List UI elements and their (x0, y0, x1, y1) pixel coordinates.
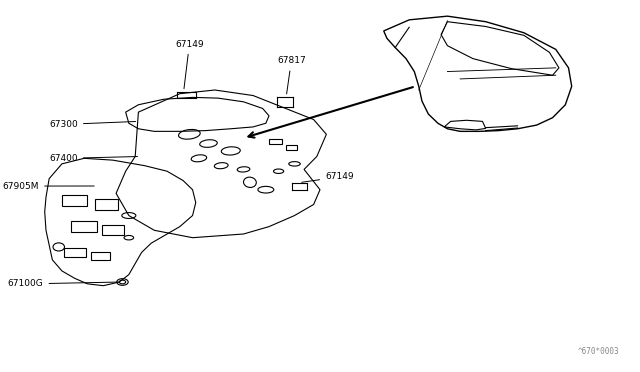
Bar (91, 252, 109, 260)
Bar (72, 221, 97, 232)
Bar (285, 145, 297, 150)
Text: 67817: 67817 (277, 57, 306, 94)
Text: 67400: 67400 (49, 154, 138, 163)
Bar (62, 195, 88, 206)
Text: 67905M: 67905M (3, 182, 94, 190)
Text: 67149: 67149 (301, 172, 354, 182)
Text: 67300: 67300 (49, 120, 136, 129)
Text: 67149: 67149 (175, 40, 204, 89)
Bar (95, 199, 118, 210)
Bar (63, 248, 86, 257)
Text: 67100G: 67100G (8, 279, 118, 288)
Bar (102, 225, 124, 235)
Bar (269, 139, 282, 144)
Text: ^670*0003: ^670*0003 (578, 347, 620, 356)
